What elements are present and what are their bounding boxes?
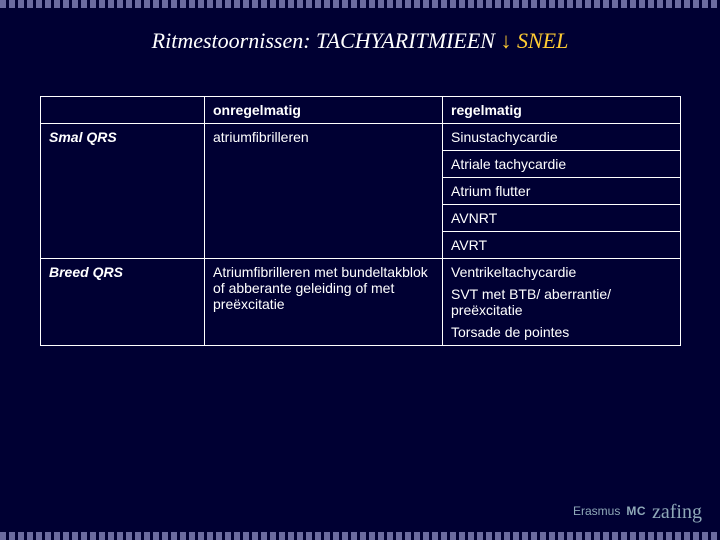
header-empty [41,97,205,124]
cell-smal-onregelmatig: atriumfibrilleren [205,124,443,259]
table-header-row: onregelmatig regelmatig [41,97,681,124]
row-label-smal: Smal QRS [41,124,205,259]
cell-breed-regelmatig: Ventrikeltachycardie SVT met BTB/ aberra… [443,259,681,346]
decorative-border-top [0,0,720,8]
erasmus-mc-logo: Erasmus MC zafing [573,499,702,522]
title-prefix: Ritmestoornissen: TACHYARITMIEEN [152,28,501,53]
row-label-breed: Breed QRS [41,259,205,346]
logo-text-mc: MC [626,504,646,518]
table-row: Breed QRS Atriumfibrilleren met bundelta… [41,259,681,346]
title-suffix: SNEL [511,28,568,53]
classification-table: onregelmatig regelmatig Smal QRS atriumf… [40,96,680,346]
header-regelmatig: regelmatig [443,97,681,124]
cell-text: Torsade de pointes [451,324,672,340]
decorative-border-bottom [0,532,720,540]
logo-script: zafing [652,501,702,524]
cell-breed-onregelmatig: Atriumfibrilleren met bundeltakblok of a… [205,259,443,346]
cell-smal-regelmatig-4: AVRT [443,232,681,259]
cell-smal-regelmatig-1: Atriale tachycardie [443,151,681,178]
cell-text: Ventrikeltachycardie [451,264,672,280]
cell-smal-regelmatig-0: Sinustachycardie [443,124,681,151]
cell-smal-regelmatig-3: AVNRT [443,205,681,232]
cell-text: SVT met BTB/ aberrantie/ preëxcitatie [451,286,672,318]
tachyarrhythmia-table: onregelmatig regelmatig Smal QRS atriumf… [40,96,681,346]
header-onregelmatig: onregelmatig [205,97,443,124]
down-arrow-icon: ↓ [500,28,511,53]
cell-text: Atriumfibrilleren met bundeltakblok of a… [213,264,434,312]
table-row: Smal QRS atriumfibrilleren Sinustachycar… [41,124,681,151]
page-title: Ritmestoornissen: TACHYARITMIEEN ↓ SNEL [0,28,720,54]
logo-text-erasmus: Erasmus [573,504,620,518]
cell-smal-regelmatig-2: Atrium flutter [443,178,681,205]
